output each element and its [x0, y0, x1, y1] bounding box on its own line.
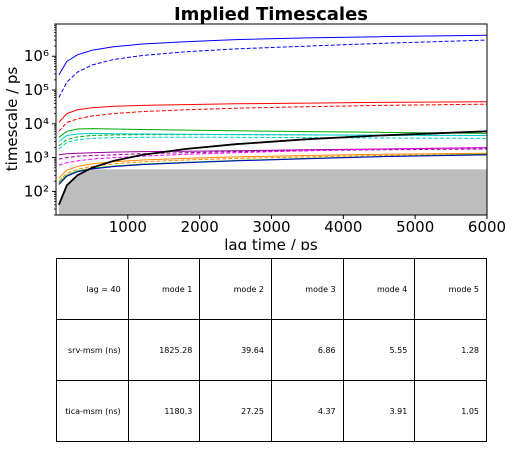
x-tick-label: 4000 — [324, 218, 362, 236]
table-cell: mode 3 — [270, 258, 344, 320]
chart-title: Implied Timescales — [174, 4, 368, 25]
series-line-6 — [58, 134, 487, 147]
table-cell: 6.86 — [270, 319, 344, 381]
series-line-8 — [58, 136, 487, 150]
series-line-1 — [58, 34, 487, 76]
series-line-14 — [58, 154, 487, 185]
results-table: lag = 40 mode 1 mode 2 mode 3 mode 4 mod… — [56, 258, 487, 442]
implied-timescales-chart: Implied Timescales 1000 2000 3000 4000 5000 6… — [3, 4, 506, 250]
x-axis-label: lag time / ps — [224, 236, 318, 250]
x-tick-label: 6000 — [468, 218, 506, 236]
table-cell: 1.05 — [414, 380, 487, 442]
table-cell: mode 4 — [342, 258, 416, 320]
table-cell: mode 1 — [127, 258, 201, 320]
y-tick-label: 10² — [24, 182, 49, 200]
table-cell: 1180.3 — [127, 380, 201, 442]
table-cell: 3.91 — [342, 380, 416, 442]
shaded-region — [58, 169, 487, 215]
table-cell: 27.25 — [199, 380, 272, 442]
y-tick-label: 10³ — [24, 149, 49, 167]
lag-time-line — [58, 130, 487, 206]
table-cell: 4.37 — [270, 380, 344, 442]
table-cell: mode 5 — [414, 258, 487, 320]
table-cell: 1825.28 — [127, 319, 201, 381]
series-line-15 — [58, 146, 487, 166]
series-line-4 — [58, 103, 487, 132]
series-line-7 — [58, 132, 487, 142]
series-line-9 — [58, 147, 487, 156]
series-line-12 — [58, 153, 487, 182]
x-tick-label: 3000 — [252, 218, 290, 236]
y-tick-label: 10⁴ — [24, 115, 49, 133]
table-cell: tica-msm (ns) — [56, 380, 129, 442]
table-cell: 5.55 — [342, 319, 416, 381]
series-line-5 — [58, 128, 487, 138]
table-cell: mode 2 — [199, 258, 272, 320]
y-axis-label: timescale / ps — [3, 67, 21, 172]
x-tick-label: 5000 — [396, 218, 434, 236]
x-tick-label: 2000 — [181, 218, 219, 236]
series-line-2 — [58, 39, 487, 98]
table-cell: 1.28 — [414, 319, 487, 381]
y-tick-label: 10⁶ — [24, 47, 49, 65]
table-row: srv-msm (ns) 1825.28 39.64 6.86 5.55 1.2… — [56, 319, 487, 381]
y-tick-label: 10⁵ — [24, 81, 49, 99]
series-line-11 — [58, 152, 487, 179]
x-tick-label: 1000 — [109, 218, 147, 236]
table-cell: srv-msm (ns) — [56, 319, 129, 381]
table-row: tica-msm (ns) 1180.3 27.25 4.37 3.91 1.0… — [56, 380, 487, 442]
series-line-3 — [58, 101, 487, 123]
table-header-row: lag = 40 mode 1 mode 2 mode 3 mode 4 mod… — [56, 258, 487, 320]
table-cell: lag = 40 — [56, 258, 129, 320]
table-cell: 39.64 — [199, 319, 272, 381]
